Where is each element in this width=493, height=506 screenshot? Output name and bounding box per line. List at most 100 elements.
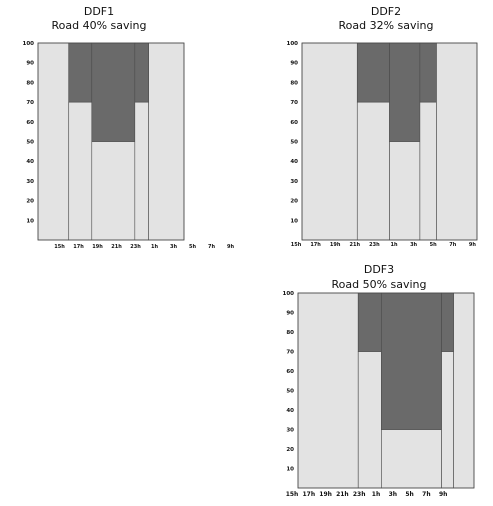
bar-load [297,292,359,489]
y-tick-label: 50 [290,140,298,146]
x-tick-label: 21h [111,244,122,250]
bar-load [441,351,454,489]
y-tick-label: 70 [290,100,298,106]
chart-ddf1: DDF1 Road 40% saving 100 90 80 70 60 50 40 30 20… [23,5,235,250]
y-tick-label: 10 [26,218,34,224]
chart-subtitle: Road 40% saving [51,19,146,32]
y-tick-label: 80 [290,80,298,86]
y-tick-label: 40 [26,159,34,165]
bar-load [419,101,437,241]
x-tick-label: 19h [92,244,103,250]
chart-subtitle: Road 50% saving [331,278,426,291]
plot-frame [297,292,475,489]
chart-title: DDF3 [364,263,394,276]
y-tick-label: 50 [26,140,34,146]
bar-saving [134,42,149,103]
y-tick-label: 20 [290,199,298,205]
x-tick-label: 3h [170,244,177,250]
x-tick-label: 23h [369,242,380,248]
y-tick-label: 60 [286,369,294,375]
chart-ddf2: DDF2 Road 32% saving 100 90 80 70 60 50 40 30 20… [287,5,478,248]
y-tick-label: 80 [26,80,34,86]
y-tick-label: 70 [286,350,294,356]
y-tick-label: 60 [290,120,298,126]
y-tick-label: 30 [26,179,34,185]
y-tick-label: 40 [286,408,294,414]
x-tick-label: 15h [291,242,302,248]
x-tick-label: 23h [130,244,141,250]
y-tick-label: 20 [286,447,294,453]
bar-load [68,101,93,241]
bar-saving [68,42,93,103]
x-tick-label: 19h [319,491,332,498]
y-tick-label: 90 [286,311,294,317]
y-tick-label: 60 [26,120,34,126]
x-tick-label: 17h [302,491,315,498]
bar-saving [91,42,136,142]
plot-area: 100 90 80 70 60 50 40 30 20 10 15h 17h 19h 21h 23h 1h 3h… [283,291,475,498]
x-tick-label: 21h [350,242,361,248]
y-tick-label: 100 [283,291,295,297]
y-tick-label: 30 [290,179,298,185]
plot-frame [37,42,185,241]
x-tick-label: 7h [449,242,456,248]
x-tick-label: 5h [189,244,196,250]
y-tick-label: 20 [26,199,34,205]
bar-saving [381,292,442,430]
x-tick-label: 5h [405,491,413,498]
x-tick-label: 3h [410,242,417,248]
bar-load [389,141,421,241]
bar-saving [357,292,382,352]
x-tick-label: 17h [310,242,321,248]
y-tick-label: 30 [286,428,294,434]
bar-load [436,42,478,241]
bar-load [37,42,70,241]
plot-frame [301,42,478,241]
y-tick-label: 100 [23,41,35,47]
chart-subtitle: Road 32% saving [338,19,433,32]
y-tick-label: 10 [286,467,294,473]
plot-area: 100 90 80 70 60 50 40 30 20 10 15h 17h 19h 21h 23h 1h 3h… [23,41,235,250]
plot-area: 100 90 80 70 60 50 40 30 20 10 15h 17h 19h 21h 23h 1h 3h… [287,41,478,248]
bar-load [381,429,442,489]
x-tick-label: 7h [208,244,215,250]
bar-load [91,141,136,241]
x-tick-label: 1h [151,244,158,250]
bar-load [148,42,185,241]
bar-load [453,292,475,489]
bar-load [357,351,382,489]
y-tick-label: 90 [290,61,298,67]
y-tick-label: 100 [287,41,299,47]
y-tick-label: 70 [26,100,34,106]
x-tick-label: 21h [336,491,349,498]
y-tick-label: 10 [290,218,298,224]
bar-load [356,101,390,241]
y-tick-label: 50 [286,389,294,395]
x-tick-label: 3h [389,491,397,498]
chart-title: DDF1 [84,5,114,18]
x-tick-label: 1h [390,242,397,248]
bar-saving [389,42,421,142]
x-tick-label: 17h [73,244,84,250]
x-tick-label: 7h [422,491,430,498]
x-tick-label: 1h [372,491,380,498]
bar-saving [356,42,390,103]
x-tick-label: 9h [227,244,234,250]
x-tick-label: 15h [286,491,299,498]
chart-title: DDF2 [371,5,401,18]
bar-load [134,101,149,241]
y-tick-label: 90 [26,61,34,67]
x-tick-label: 9h [439,491,447,498]
y-tick-label: 80 [286,330,294,336]
x-tick-label: 15h [54,244,65,250]
x-tick-label: 5h [430,242,437,248]
y-tick-label: 40 [290,159,298,165]
bar-saving [441,292,454,352]
bar-saving [419,42,437,103]
bar-load [301,42,358,241]
chart-ddf3: DDF3 Road 50% saving 100 90 80 70 60 50 40 30 20… [283,263,475,498]
x-tick-label: 23h [353,491,366,498]
x-tick-label: 19h [330,242,341,248]
x-tick-label: 9h [469,242,476,248]
